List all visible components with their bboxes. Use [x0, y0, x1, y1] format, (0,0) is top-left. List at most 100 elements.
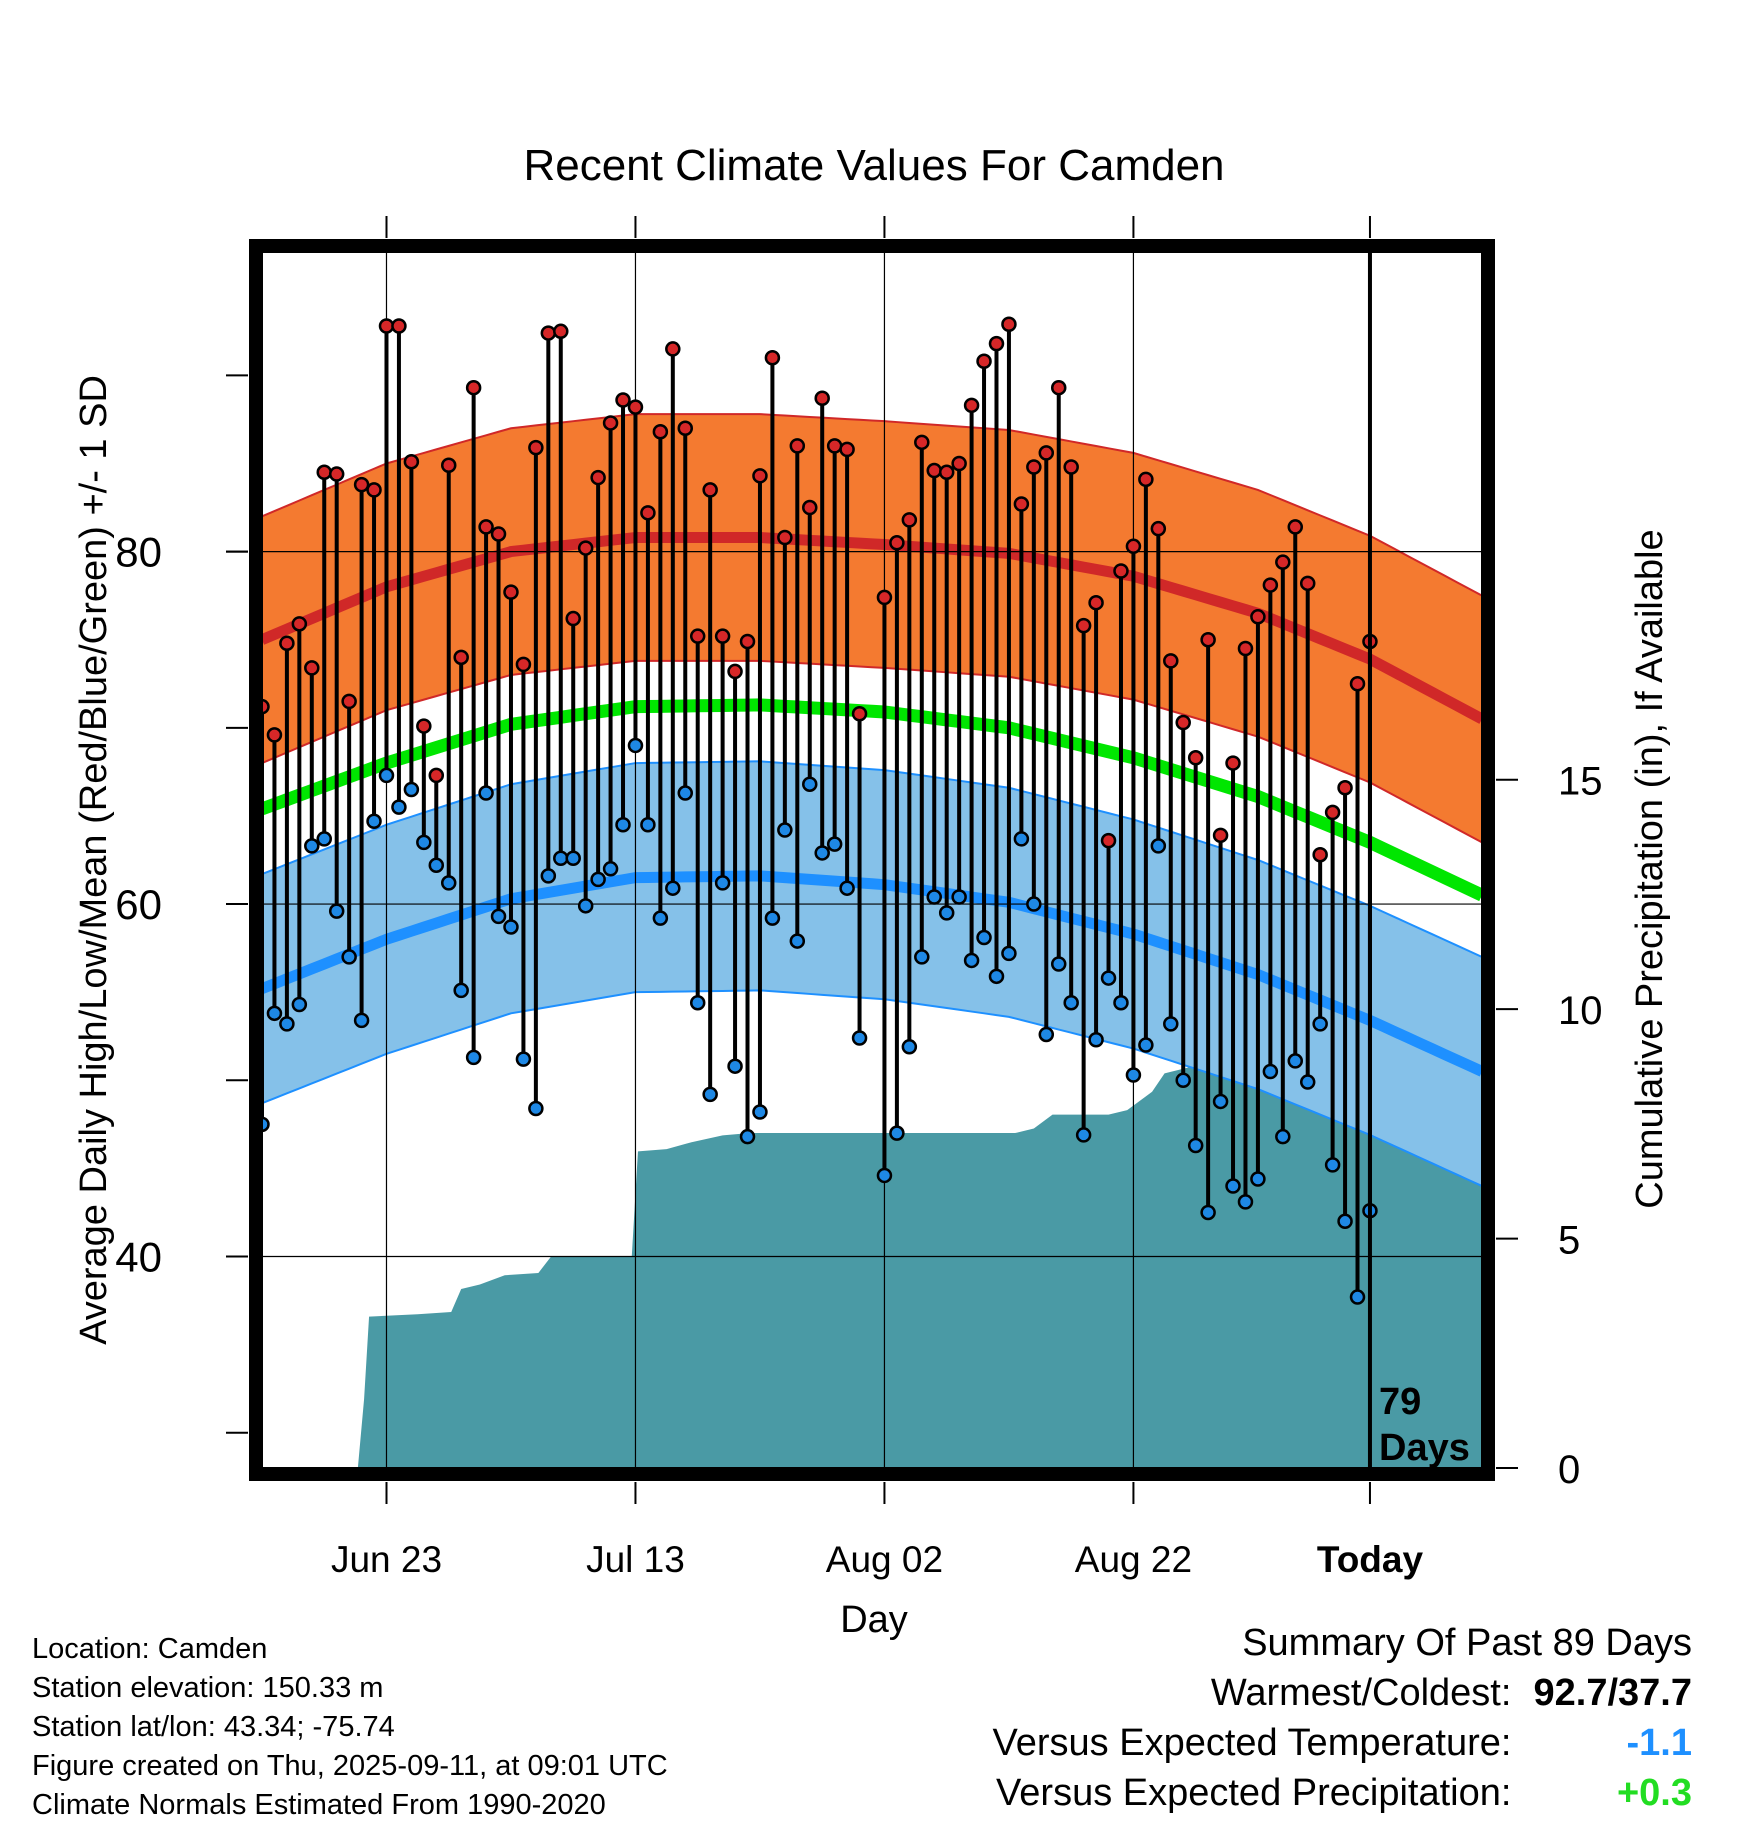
daily-high-point — [528, 439, 544, 456]
daily-high-point — [378, 318, 395, 334]
normal-mean-line — [262, 698, 1482, 902]
daily-high-point — [789, 438, 806, 454]
daily-high-point — [341, 693, 357, 710]
x-tick-label: Today — [1317, 1539, 1424, 1580]
daily-low-point — [391, 799, 407, 815]
daily-high-point — [689, 628, 706, 644]
daily-high-point — [540, 325, 557, 341]
daily-high-point — [1324, 804, 1341, 821]
daily-high-point — [1200, 631, 1216, 648]
daily-high-point — [403, 453, 420, 470]
daily-high-point — [416, 718, 432, 734]
daily-high-point — [353, 476, 370, 493]
daily-low-point — [378, 767, 395, 784]
daily-high-point — [1225, 755, 1241, 771]
info-latlon: Station lat/lon: 43.34; -75.74 — [32, 1711, 395, 1743]
y-tick-label: 80 — [115, 529, 162, 576]
daily-high-point — [1001, 316, 1017, 333]
daily-high-point — [901, 512, 918, 528]
y2-tick-label: 0 — [1558, 1448, 1580, 1492]
daily-low-point — [901, 1039, 918, 1055]
daily-high-point — [1349, 676, 1366, 692]
daily-low-point — [1225, 1178, 1241, 1194]
daily-low-point — [1026, 896, 1042, 912]
daily-low-point — [565, 850, 581, 866]
daily-high-point — [951, 455, 967, 472]
precip-departure-value: +0.3 — [1616, 1772, 1692, 1814]
high-sd-band — [262, 414, 1482, 843]
daily-high-point — [553, 323, 569, 340]
summary-precipitation: Versus Expected Precipitation: +0.3 — [993, 1768, 1692, 1818]
daily-low-point — [1262, 1063, 1279, 1080]
x-axis-label: Day — [840, 1599, 908, 1641]
daily-high-point — [1150, 520, 1167, 537]
daily-high-point — [1337, 779, 1353, 796]
temp-departure-label: Versus Expected Temperature: — [992, 1722, 1512, 1764]
chart-title: Recent Climate Values For Camden — [523, 141, 1224, 190]
daily-low-point — [1250, 1171, 1266, 1187]
daily-low-point — [665, 880, 681, 896]
daily-low-point — [1324, 1157, 1341, 1173]
summary-warmest-coldest: Warmest/Coldest: 92.7/37.7 — [993, 1668, 1692, 1718]
daily-high-point — [1075, 617, 1092, 634]
y-tick-label: 60 — [115, 881, 162, 928]
daily-low-point — [416, 834, 432, 851]
daily-low-point — [540, 868, 557, 884]
daily-high-point — [428, 767, 445, 784]
daily-low-point — [702, 1086, 718, 1103]
daily-high-point — [1163, 653, 1179, 669]
daily-high-point — [1187, 750, 1204, 766]
daily-low-point — [1163, 1016, 1179, 1032]
daily-high-point — [814, 390, 830, 407]
daily-high-point — [391, 318, 407, 334]
daily-low-point — [602, 861, 619, 877]
daily-low-point — [1312, 1016, 1328, 1032]
daily-low-point — [839, 880, 855, 896]
daily-high-point — [1063, 459, 1079, 475]
daily-low-point — [1287, 1053, 1304, 1069]
daily-high-point — [304, 660, 320, 676]
daily-low-point — [1237, 1194, 1254, 1210]
warmest-coldest-label: Warmest/Coldest: — [1210, 1672, 1512, 1714]
daily-low-point — [1125, 1067, 1142, 1083]
daily-low-point — [453, 982, 469, 999]
daily-low-point — [515, 1051, 532, 1067]
daily-high-point — [963, 397, 980, 414]
low-band-lower-edge — [262, 989, 1482, 1187]
daily-high-point — [826, 438, 843, 454]
daily-low-point — [262, 1116, 270, 1133]
daily-high-point — [465, 379, 482, 396]
high-band-lower-edge — [262, 659, 1482, 844]
daily-high-point — [366, 482, 382, 498]
daily-high-point — [889, 535, 905, 551]
daily-low-point — [1075, 1127, 1092, 1143]
daily-high-point — [764, 349, 781, 366]
x-tick-label: Aug 02 — [826, 1539, 943, 1580]
daily-low-point — [366, 813, 382, 829]
daily-high-point — [627, 399, 644, 415]
daily-high-point — [503, 584, 519, 600]
daily-low-point — [528, 1100, 544, 1117]
daily-low-point — [714, 875, 731, 891]
daily-low-point — [789, 933, 806, 949]
x-tick-label: Aug 22 — [1075, 1539, 1192, 1580]
daily-high-point — [1050, 379, 1067, 396]
daily-low-point — [627, 737, 644, 754]
daily-high-point — [440, 457, 457, 473]
daily-high-point — [1237, 640, 1254, 657]
x-tick-label: Jun 23 — [331, 1539, 442, 1580]
daily-low-point — [752, 1104, 768, 1120]
summary-temperature: Versus Expected Temperature: -1.1 — [993, 1718, 1692, 1768]
precip-area — [357, 999, 1482, 1468]
daily-low-point — [341, 949, 357, 965]
daily-high-point — [752, 468, 768, 484]
daily-low-point — [1138, 1037, 1154, 1053]
daily-low-point — [503, 919, 519, 935]
info-created: Figure created on Thu, 2025-09-11, at 09… — [32, 1750, 668, 1782]
daily-high-point — [291, 616, 308, 632]
y2-tick-label: 10 — [1558, 989, 1603, 1033]
daily-high-point — [1312, 846, 1328, 863]
daily-low-point — [727, 1058, 743, 1074]
daily-high-point — [714, 628, 731, 644]
daily-high-point — [665, 341, 681, 357]
